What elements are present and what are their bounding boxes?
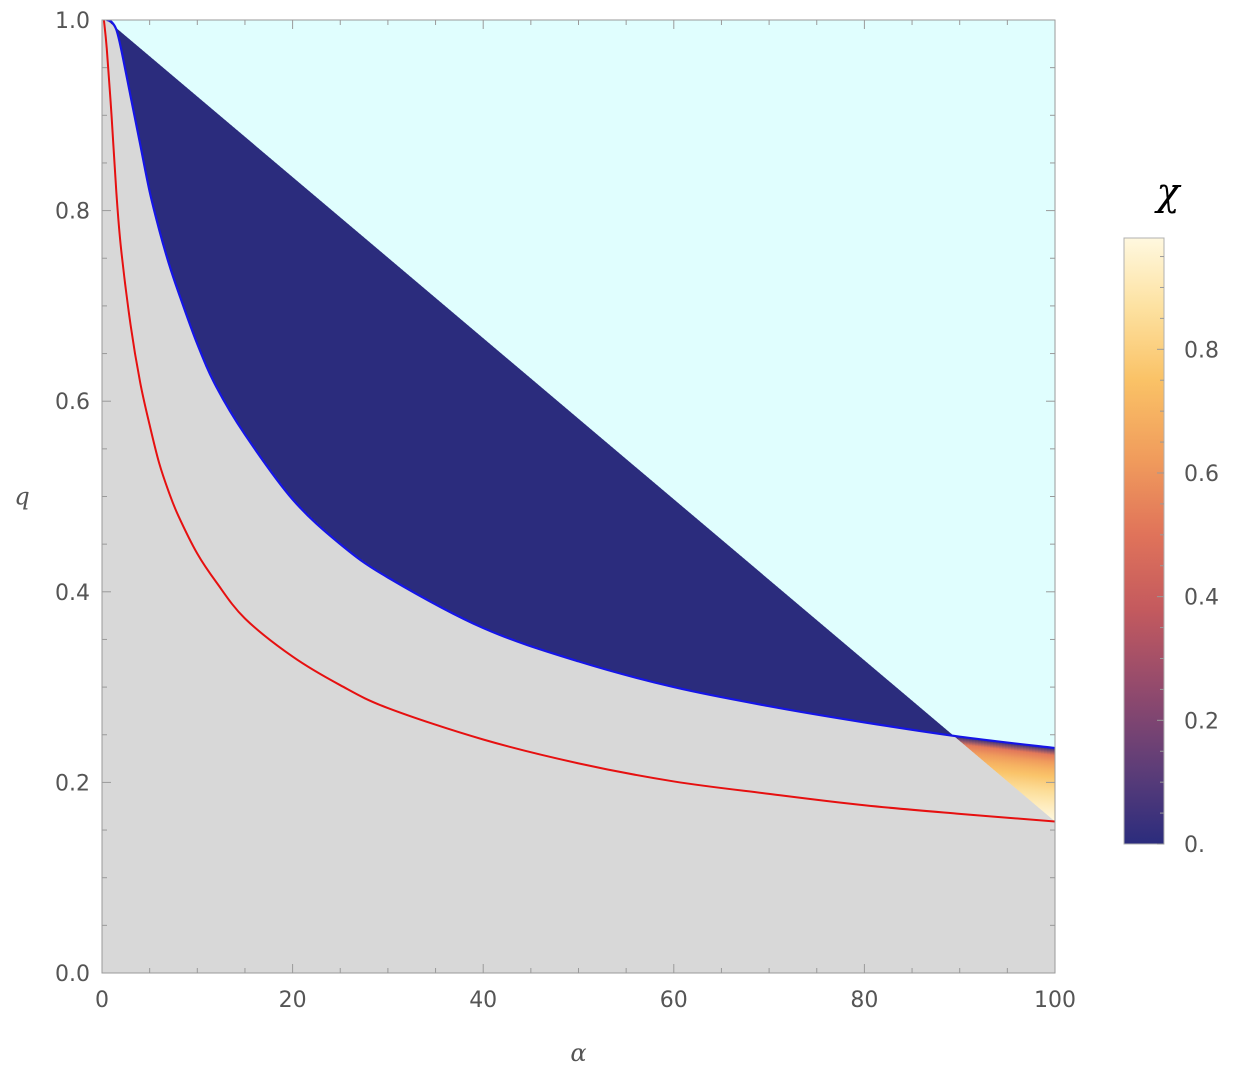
y-tick-label: 1.0 (55, 9, 90, 34)
y-tick-label: 0.2 (55, 771, 90, 796)
colorbar-title: χ (1153, 170, 1181, 214)
background-region-upper (102, 20, 1055, 749)
lower-boundary-line (102, 20, 1055, 823)
axes: 0 20 40 60 80 100 0.0 0.2 0.4 0.6 0.8 1.0 α q (14, 9, 1076, 1067)
y-axis-title: q (14, 483, 29, 511)
x-tick-label: 80 (850, 988, 878, 1013)
colorbar-tick-label: 0.4 (1184, 586, 1219, 611)
x-tick-label: 100 (1034, 988, 1076, 1013)
x-tick-label: 20 (279, 988, 307, 1013)
y-tick-label: 0.8 (55, 200, 90, 225)
x-tick-label: 60 (660, 988, 688, 1013)
x-axis-title: α (570, 1039, 586, 1067)
colorbar: 0. 0.2 0.4 0.6 0.8 χ (1123, 170, 1219, 858)
plot-area (102, 20, 1055, 973)
colorbar-tick-label: 0.2 (1184, 709, 1219, 734)
colorbar-tick-label: 0.6 (1184, 462, 1219, 487)
colorbar-tick-label: 0.8 (1184, 338, 1219, 363)
colorbar-gradient (1123, 237, 1165, 845)
upper-boundary-line (106, 20, 1055, 750)
y-tick-label: 0.0 (55, 962, 90, 987)
x-tick-label: 0 (95, 988, 109, 1013)
colorbar-tick-label: 0. (1184, 833, 1205, 858)
y-tick-label: 0.4 (55, 581, 90, 606)
y-tick-label: 0.6 (55, 390, 90, 415)
x-tick-label: 40 (469, 988, 497, 1013)
